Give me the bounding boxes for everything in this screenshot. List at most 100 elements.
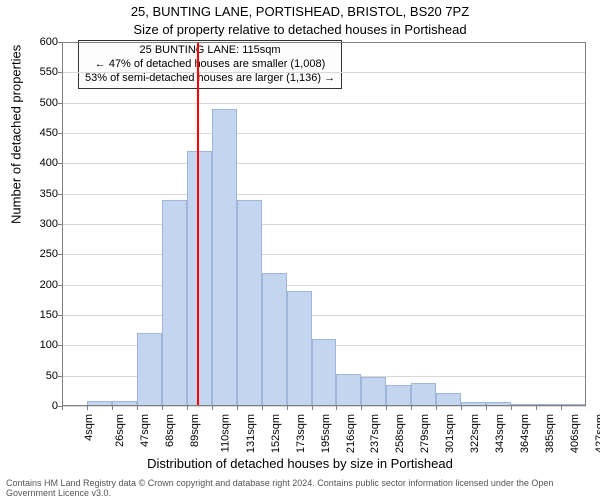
y-tick-mark — [58, 285, 62, 286]
y-tick-label: 500 — [18, 97, 58, 109]
histogram-bar — [436, 393, 461, 406]
y-tick-mark — [58, 163, 62, 164]
footer-text: Contains HM Land Registry data © Crown c… — [6, 478, 594, 498]
histogram-bar — [287, 291, 312, 406]
histogram-bar — [212, 109, 237, 406]
x-tick-mark — [411, 406, 412, 410]
plot-area — [62, 42, 586, 406]
x-tick-label: 364sqm — [519, 414, 531, 453]
y-tick-mark — [58, 133, 62, 134]
x-tick-mark — [112, 406, 113, 410]
x-tick-mark — [361, 406, 362, 410]
y-tick-mark — [58, 345, 62, 346]
gridline-h — [62, 72, 586, 73]
x-tick-label: 279sqm — [420, 414, 432, 453]
histogram-bar — [386, 385, 411, 406]
y-tick-label: 250 — [18, 248, 58, 260]
title-main: 25, BUNTING LANE, PORTISHEAD, BRISTOL, B… — [0, 4, 600, 19]
y-tick-label: 0 — [18, 400, 58, 412]
y-tick-label: 600 — [18, 36, 58, 48]
histogram-bar — [87, 401, 112, 406]
x-tick-mark — [212, 406, 213, 410]
y-tick-label: 400 — [18, 157, 58, 169]
histogram-bar — [461, 402, 486, 406]
histogram-bar — [187, 151, 212, 406]
y-tick-label: 100 — [18, 339, 58, 351]
x-tick-mark — [336, 406, 337, 410]
histogram-bar — [162, 200, 187, 406]
title-sub: Size of property relative to detached ho… — [0, 22, 600, 37]
x-tick-mark — [486, 406, 487, 410]
x-tick-label: 173sqm — [295, 414, 307, 453]
x-tick-label: 195sqm — [320, 414, 332, 453]
histogram-bar — [312, 339, 337, 406]
histogram-bar — [112, 401, 137, 406]
y-tick-label: 200 — [18, 279, 58, 291]
histogram-bar — [361, 377, 386, 406]
x-tick-mark — [237, 406, 238, 410]
histogram-bar — [411, 383, 436, 406]
y-tick-mark — [58, 315, 62, 316]
histogram-bar — [262, 273, 287, 406]
histogram-bar — [536, 404, 561, 406]
x-tick-mark — [62, 406, 63, 410]
gridline-h — [62, 406, 586, 407]
x-tick-label: 406sqm — [569, 414, 581, 453]
y-tick-mark — [58, 194, 62, 195]
gridline-h — [62, 254, 586, 255]
gridline-h — [62, 42, 586, 43]
y-tick-mark — [58, 72, 62, 73]
x-tick-mark — [536, 406, 537, 410]
y-tick-mark — [58, 224, 62, 225]
x-tick-label: 237sqm — [370, 414, 382, 453]
x-tick-label: 258sqm — [395, 414, 407, 453]
y-tick-mark — [58, 376, 62, 377]
x-tick-mark — [386, 406, 387, 410]
marker-line — [197, 42, 199, 406]
y-tick-mark — [58, 103, 62, 104]
x-tick-label: 152sqm — [270, 414, 282, 453]
y-tick-label: 350 — [18, 188, 58, 200]
x-tick-mark — [87, 406, 88, 410]
gridline-h — [62, 103, 586, 104]
x-tick-mark — [312, 406, 313, 410]
gridline-h — [62, 194, 586, 195]
y-tick-label: 450 — [18, 127, 58, 139]
gridline-h — [62, 285, 586, 286]
histogram-bar — [511, 404, 536, 406]
gridline-h — [62, 163, 586, 164]
gridline-h — [62, 133, 586, 134]
x-tick-label: 385sqm — [544, 414, 556, 453]
y-tick-label: 300 — [18, 218, 58, 230]
x-tick-label: 26sqm — [114, 414, 126, 447]
y-tick-label: 150 — [18, 309, 58, 321]
x-tick-label: 131sqm — [245, 414, 257, 453]
y-tick-label: 550 — [18, 66, 58, 78]
x-tick-label: 322sqm — [469, 414, 481, 453]
gridline-h — [62, 315, 586, 316]
x-tick-label: 343sqm — [494, 414, 506, 453]
x-tick-label: 301sqm — [444, 414, 456, 453]
y-tick-label: 50 — [18, 370, 58, 382]
histogram-bar — [561, 404, 586, 406]
histogram-bar — [486, 402, 511, 406]
x-tick-label: 216sqm — [345, 414, 357, 453]
x-tick-label: 89sqm — [189, 414, 201, 447]
x-tick-mark — [561, 406, 562, 410]
x-tick-label: 68sqm — [164, 414, 176, 447]
x-tick-mark — [511, 406, 512, 410]
x-tick-label: 47sqm — [139, 414, 151, 447]
histogram-bar — [336, 374, 361, 406]
x-tick-label: 427sqm — [594, 414, 600, 453]
x-tick-label: 110sqm — [219, 414, 231, 452]
x-tick-mark — [262, 406, 263, 410]
x-tick-label: 4sqm — [83, 414, 95, 441]
chart-container: 25, BUNTING LANE, PORTISHEAD, BRISTOL, B… — [0, 0, 600, 500]
x-tick-mark — [137, 406, 138, 410]
x-tick-mark — [162, 406, 163, 410]
x-tick-mark — [187, 406, 188, 410]
x-tick-mark — [436, 406, 437, 410]
histogram-bar — [137, 333, 162, 406]
gridline-h — [62, 224, 586, 225]
x-axis-title: Distribution of detached houses by size … — [0, 456, 600, 471]
